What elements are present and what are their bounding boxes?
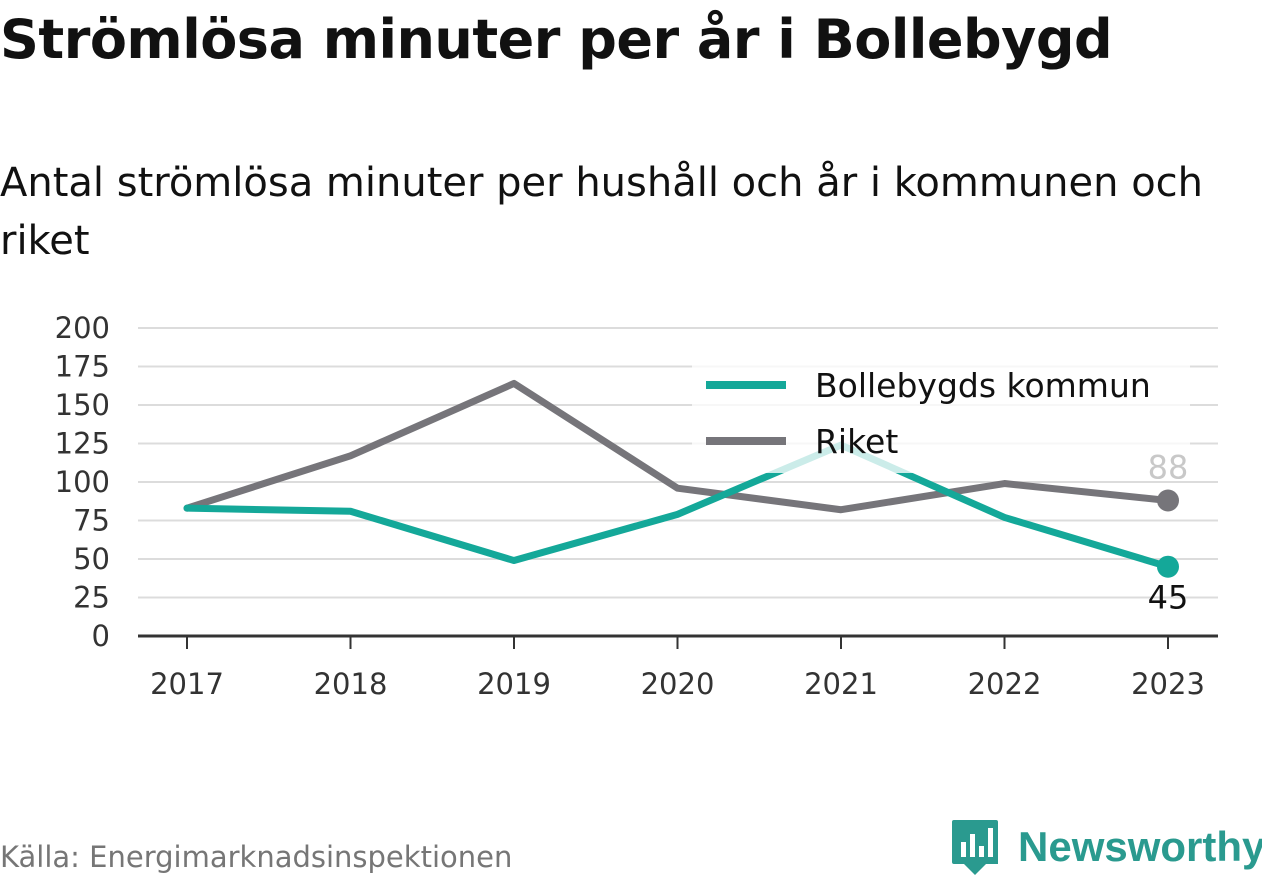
legend-label: Riket — [815, 422, 898, 461]
x-tick-label: 2018 — [314, 667, 388, 701]
brand-name: Newsworthy — [1018, 823, 1262, 870]
y-tick-label: 0 — [92, 619, 110, 653]
end-label-bollebygd: 45 — [1148, 579, 1189, 617]
x-tick-label: 2019 — [477, 667, 551, 701]
brand-logo: Newsworthy — [950, 818, 1262, 876]
legend-background — [692, 355, 1190, 473]
y-tick-label: 125 — [55, 427, 110, 461]
y-tick-label: 100 — [55, 465, 110, 499]
legend-label: Bollebygds kommun — [815, 366, 1151, 405]
chart-subtitle: Antal strömlösa minuter per hushåll och … — [0, 160, 1204, 264]
legend: Bollebygds kommun Riket — [692, 355, 1190, 473]
end-label-riket: 88 — [1148, 448, 1189, 486]
y-tick-label: 75 — [73, 504, 110, 538]
y-tick-label: 175 — [55, 350, 110, 384]
y-axis-ticks: 0 25 50 75 100 125 150 175 200 — [55, 311, 110, 653]
data-point — [1157, 555, 1179, 578]
x-tick-label: 2021 — [804, 667, 878, 701]
x-tick-label: 2017 — [150, 667, 224, 701]
series-line-riket — [183, 379, 1172, 514]
x-axis: 2017 2018 2019 2020 2021 2022 2023 — [138, 634, 1218, 701]
y-tick-label: 50 — [73, 542, 110, 576]
x-tick-label: 2023 — [1131, 667, 1205, 701]
x-tick-label: 2022 — [968, 667, 1042, 701]
series-lines — [183, 379, 1179, 578]
source-note: Källa: Energimarknadsinspektionen — [0, 840, 513, 874]
end-labels: 45 88 — [1148, 448, 1189, 616]
y-tick-label: 150 — [55, 388, 110, 422]
series-line-bollebygd — [183, 441, 1172, 571]
newsworthy-logo-icon — [952, 820, 998, 875]
y-tick-label: 25 — [73, 581, 110, 615]
x-tick-label: 2020 — [641, 667, 715, 701]
chart-title: Strömlösa minuter per år i Bollebygd — [0, 8, 1113, 71]
y-tick-label: 200 — [55, 311, 110, 345]
data-point — [1157, 489, 1179, 512]
